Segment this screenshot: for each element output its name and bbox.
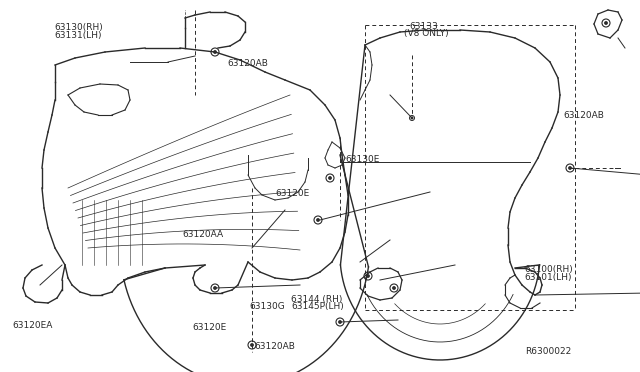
Text: 63130G: 63130G	[250, 302, 285, 311]
Circle shape	[367, 275, 369, 277]
Text: R6300022: R6300022	[525, 347, 571, 356]
Text: 63120EA: 63120EA	[13, 321, 53, 330]
Text: 63120AB: 63120AB	[227, 59, 268, 68]
Text: 63120AB: 63120AB	[255, 342, 296, 351]
Circle shape	[393, 287, 396, 289]
Text: 63101(LH): 63101(LH)	[525, 273, 572, 282]
Circle shape	[412, 117, 413, 119]
Circle shape	[605, 22, 607, 24]
Text: 63144 (RH): 63144 (RH)	[291, 295, 342, 304]
Circle shape	[329, 177, 332, 179]
Circle shape	[251, 344, 253, 346]
Text: (V8 ONLY): (V8 ONLY)	[404, 29, 449, 38]
Text: 63130E: 63130E	[346, 155, 380, 164]
Text: 63120AB: 63120AB	[563, 111, 604, 120]
Text: 63100(RH): 63100(RH)	[525, 265, 573, 274]
Text: 63130(RH): 63130(RH)	[54, 23, 103, 32]
Text: 63120E: 63120E	[192, 323, 227, 332]
Circle shape	[214, 51, 216, 53]
Text: 63120AA: 63120AA	[182, 230, 223, 239]
Text: 63133: 63133	[410, 22, 438, 31]
Text: 63120E: 63120E	[275, 189, 310, 198]
Circle shape	[569, 167, 572, 169]
Text: 63131(LH): 63131(LH)	[54, 31, 102, 40]
Circle shape	[317, 219, 319, 221]
Circle shape	[214, 287, 216, 289]
Circle shape	[339, 321, 341, 323]
Text: 63145P(LH): 63145P(LH)	[291, 302, 344, 311]
